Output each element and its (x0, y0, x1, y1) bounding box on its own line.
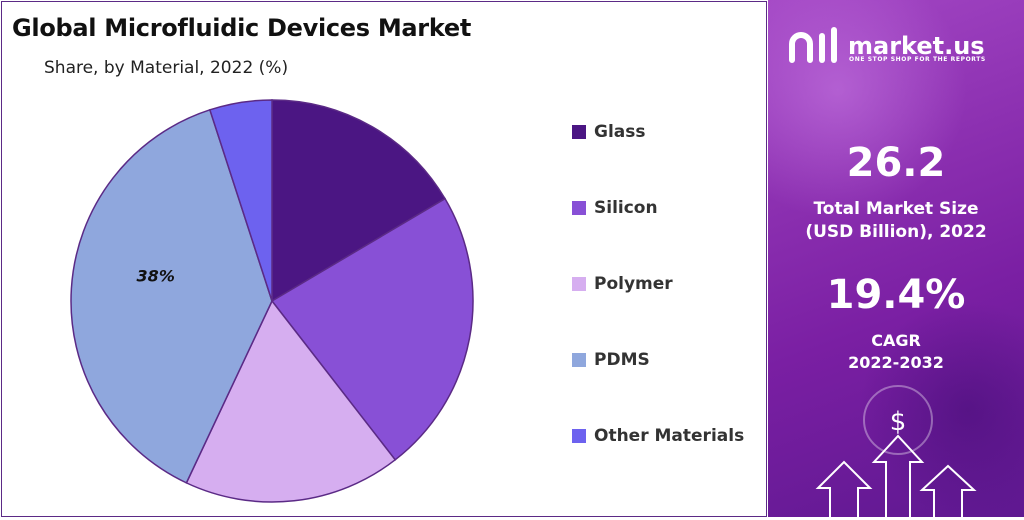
cagr-value: 19.4% (826, 272, 966, 318)
brand-tagline: ONE STOP SHOP FOR THE REPORTS (849, 56, 986, 63)
pie-slice-polymer (185, 299, 397, 503)
growth-decoration: $ (815, 385, 977, 520)
chart-title: Global Microfluidic Devices Market (12, 14, 471, 42)
pie-slice-other-materials (208, 99, 273, 302)
legend-label: PDMS (594, 350, 650, 370)
arrow-up-icon (919, 464, 977, 520)
legend-label: Polymer (594, 274, 673, 294)
legend-label: Other Materials (594, 426, 745, 446)
bottom-border (0, 517, 1024, 520)
cagr-label-1: CAGR (871, 331, 921, 350)
market-us-logo-icon (789, 27, 837, 63)
legend-swatch (572, 125, 586, 139)
chart-panel: Global Microfluidic Devices Market Share… (1, 1, 767, 517)
legend-item-silicon: Silicon (572, 198, 658, 218)
legend-swatch (572, 277, 586, 291)
summary-panel: market.us ONE STOP SHOP FOR THE REPORTS … (768, 0, 1024, 520)
legend-swatch (572, 201, 586, 215)
market-size-label-1: Total Market Size (813, 199, 979, 219)
data-label-pdms: 38% (137, 267, 175, 286)
pie-slice-silicon (270, 197, 474, 461)
legend-swatch (572, 429, 586, 443)
legend-item-pdms: PDMS (572, 350, 650, 370)
legend-label: Glass (594, 122, 646, 142)
arrow-up-icon (815, 460, 873, 520)
chart-subtitle: Share, by Material, 2022 (%) (44, 58, 289, 78)
arrow-up-icon (871, 434, 925, 520)
brand-logo: market.us (788, 26, 985, 66)
dollar-sign-icon: $ (890, 407, 907, 437)
brand-name: market.us (848, 32, 985, 60)
legend-swatch (572, 353, 586, 367)
legend-item-polymer: Polymer (572, 274, 673, 294)
legend-label: Silicon (594, 198, 658, 218)
pie-slice-glass (271, 99, 447, 303)
legend-item-glass: Glass (572, 122, 646, 142)
cagr-label-2: 2022-2032 (848, 353, 944, 372)
legend-item-other-materials: Other Materials (572, 426, 744, 446)
pie-slice-pdms (70, 108, 273, 484)
market-size-label-2: (USD Billion), 2022 (805, 222, 987, 242)
market-size-value: 26.2 (846, 140, 946, 186)
pie-chart: 38% (70, 99, 474, 503)
